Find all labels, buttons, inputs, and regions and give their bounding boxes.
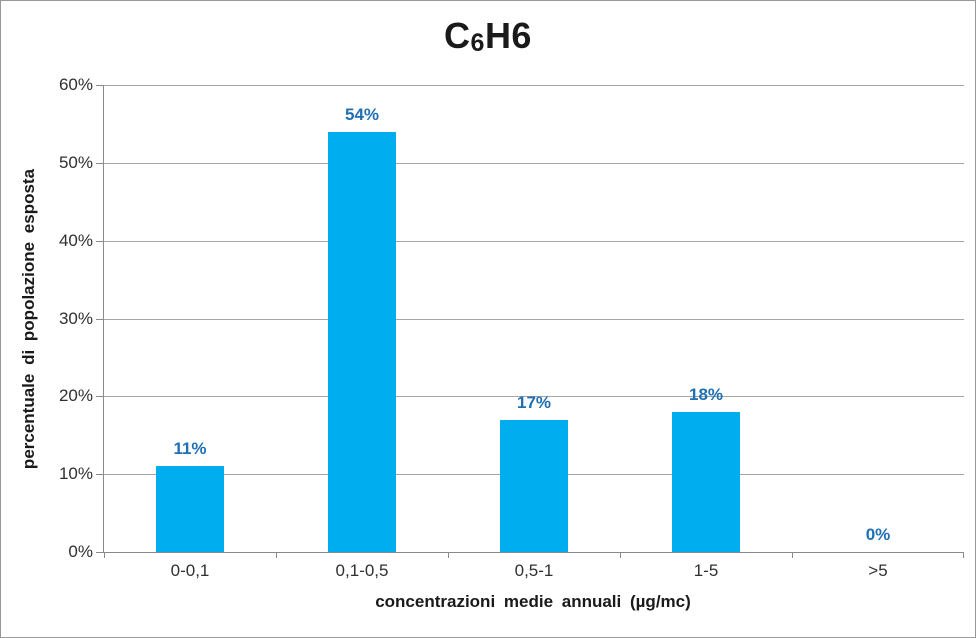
- gridline: [104, 319, 964, 320]
- y-axis-tick: [96, 163, 103, 164]
- category-label: 0-0,1: [170, 561, 210, 580]
- gridline: [104, 163, 964, 164]
- bar: [500, 420, 568, 552]
- x-axis-tick: [104, 552, 105, 558]
- gridline: [104, 396, 964, 397]
- bar: [328, 132, 396, 552]
- y-axis-tick-label: 50%: [58, 153, 93, 172]
- gridline: [104, 85, 964, 86]
- x-axis-tick: [448, 552, 449, 558]
- category-label: >5: [868, 561, 888, 580]
- x-axis-tick: [963, 552, 964, 558]
- x-axis-tick: [620, 552, 621, 558]
- data-label: 54%: [344, 105, 380, 124]
- data-label: 18%: [688, 385, 724, 404]
- y-axis-tick: [96, 85, 103, 86]
- title-subscript: 6: [470, 29, 485, 57]
- bar: [672, 412, 740, 552]
- y-axis-tick: [96, 396, 103, 397]
- gridline: [104, 241, 964, 242]
- x-axis-title: concentrazioni medie annuali (µg/mc): [375, 592, 691, 611]
- data-label: 17%: [516, 393, 552, 412]
- x-axis-tick: [792, 552, 793, 558]
- y-axis-tick-label: 10%: [58, 464, 93, 483]
- y-axis-tick-label: 20%: [58, 386, 93, 405]
- data-label: 11%: [173, 439, 207, 458]
- title-suffix: H6: [484, 15, 532, 56]
- y-axis-tick-label: 0%: [68, 542, 93, 561]
- y-axis-tick-label: 30%: [58, 309, 93, 328]
- y-axis-tick-label: 40%: [58, 231, 93, 250]
- data-label: 0%: [865, 525, 891, 544]
- y-axis-tick: [96, 319, 103, 320]
- y-axis-tick: [96, 241, 103, 242]
- category-label: 0,5-1: [514, 561, 554, 580]
- y-axis-tick-label: 60%: [58, 75, 93, 94]
- y-axis-tick: [96, 552, 103, 553]
- category-label: 1-5: [693, 561, 719, 580]
- y-axis-tick: [96, 474, 103, 475]
- bar: [156, 466, 224, 552]
- x-axis-tick: [276, 552, 277, 558]
- plot-area: 11% 0-0,1 54% 0,1-0,5 17% 0,5-1 18% 1-5 0% >5: [96, 85, 964, 580]
- category-label: 0,1-0,5: [335, 561, 389, 580]
- title-prefix: C: [444, 15, 471, 56]
- chart-title: C6H6: [1, 15, 975, 57]
